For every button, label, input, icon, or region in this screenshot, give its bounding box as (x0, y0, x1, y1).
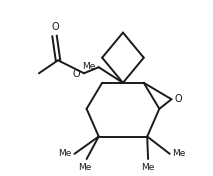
Text: O: O (175, 94, 182, 104)
Text: O: O (73, 69, 81, 79)
Text: Me: Me (59, 149, 72, 158)
Text: Me: Me (82, 62, 95, 71)
Text: Me: Me (141, 163, 155, 172)
Text: Me: Me (172, 149, 186, 158)
Text: Me: Me (78, 163, 92, 172)
Text: O: O (52, 22, 59, 32)
